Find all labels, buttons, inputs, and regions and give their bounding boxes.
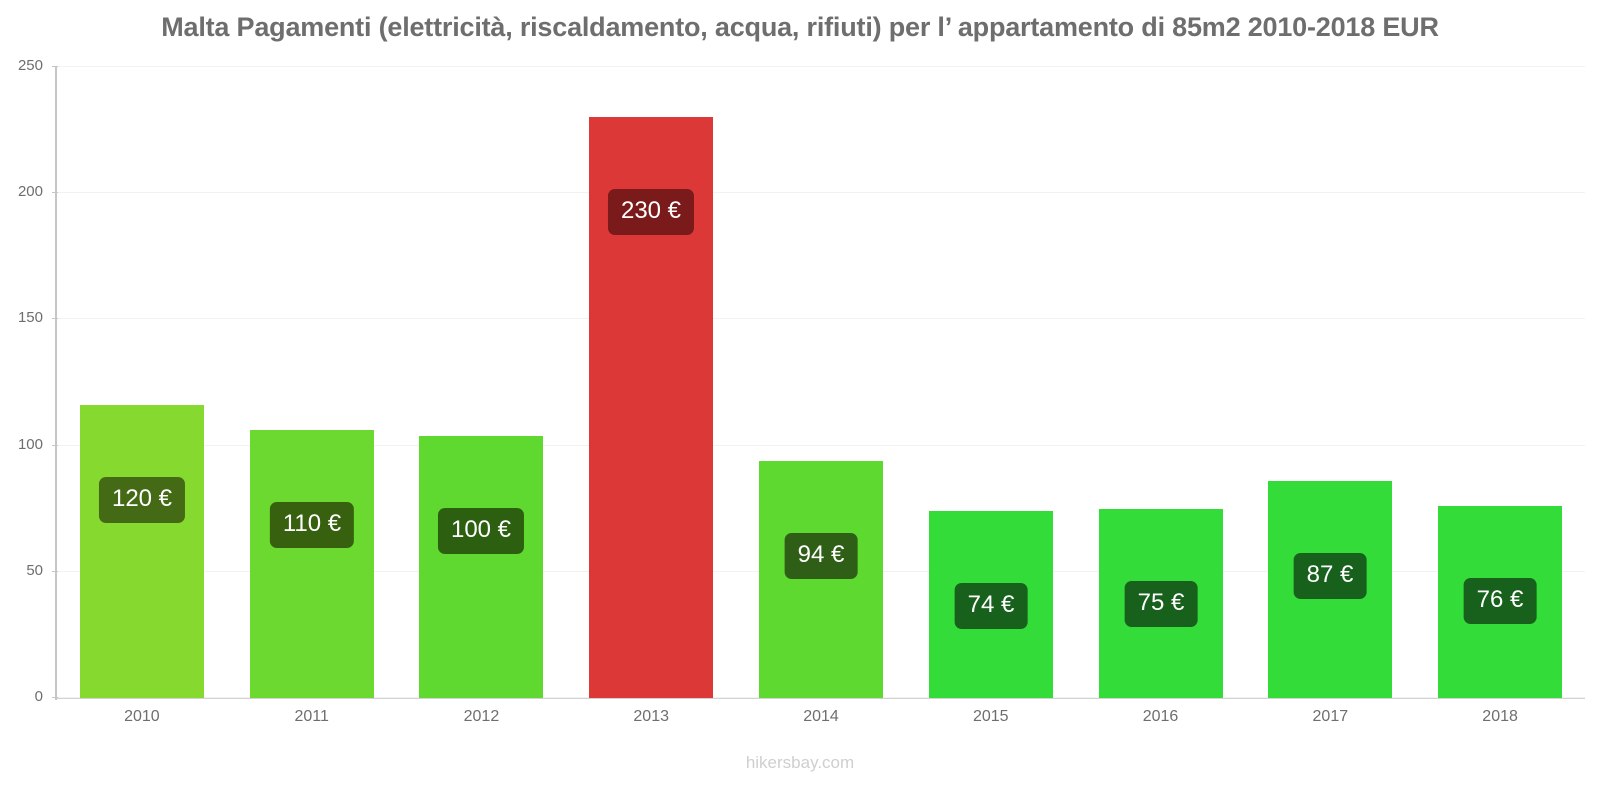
bar-2017[interactable]: 87 € (1268, 480, 1392, 698)
bar-2018[interactable]: 76 € (1438, 506, 1562, 698)
x-tick-label-2015: 2015 (972, 708, 1009, 725)
y-axis-line (55, 67, 57, 700)
y-tick-label: 200 (17, 183, 43, 201)
x-tick-label-2017: 2017 (1312, 708, 1349, 725)
x-tick-label-2012: 2012 (463, 708, 500, 725)
bar-value-label-2012: 100 € (437, 507, 525, 554)
bar-value-label-2013: 230 € (607, 189, 695, 236)
y-tick-mark (52, 66, 58, 67)
y-tick-label: 50 (26, 561, 43, 579)
bar-value-label-2018: 76 € (1463, 578, 1537, 625)
source-watermark: hikersbay.com (745, 753, 855, 772)
y-tick-label: 100 (17, 435, 43, 453)
y-tick-mark (52, 697, 58, 698)
y-tick-mark (52, 444, 58, 446)
x-tick-label-2010: 2010 (124, 708, 160, 725)
x-tick-label-2018: 2018 (1482, 708, 1518, 725)
bar-value-label-2010: 120 € (98, 477, 186, 524)
bar-value-label-2011: 110 € (269, 502, 355, 549)
gridline (57, 318, 1585, 320)
y-tick-mark (52, 192, 58, 194)
chart-title: Malta Pagamenti (elettricità, riscaldame… (161, 12, 1439, 42)
y-tick-mark (52, 318, 58, 320)
bar-2013[interactable]: 230 € (589, 117, 713, 698)
x-tick-label-2016: 2016 (1142, 708, 1179, 725)
y-tick-label: 150 (17, 309, 43, 327)
bar-value-label-2016: 75 € (1124, 580, 1198, 627)
bar-2012[interactable]: 100 € (419, 435, 543, 698)
x-tick-label-2013: 2013 (633, 708, 669, 725)
bar-2011[interactable]: 110 € (250, 430, 374, 698)
bar-2016[interactable]: 75 € (1099, 508, 1223, 698)
gridline (57, 66, 1585, 67)
bar-2010[interactable]: 120 € (80, 405, 204, 698)
x-axis-line (57, 698, 1585, 699)
y-tick-mark (52, 570, 58, 572)
x-tick-label-2014: 2014 (803, 708, 839, 725)
y-tick-label: 0 (34, 688, 43, 705)
gridline (57, 192, 1585, 194)
gridline (57, 444, 1585, 446)
bar-value-label-2017: 87 € (1293, 552, 1367, 599)
y-tick-label: 250 (17, 57, 43, 74)
bar-2014[interactable]: 94 € (759, 460, 883, 698)
x-tick-label-2011: 2011 (294, 708, 329, 725)
bar-value-label-2014: 94 € (784, 532, 858, 579)
bar-value-label-2015: 74 € (954, 583, 1028, 630)
bar-2015[interactable]: 74 € (929, 511, 1053, 698)
